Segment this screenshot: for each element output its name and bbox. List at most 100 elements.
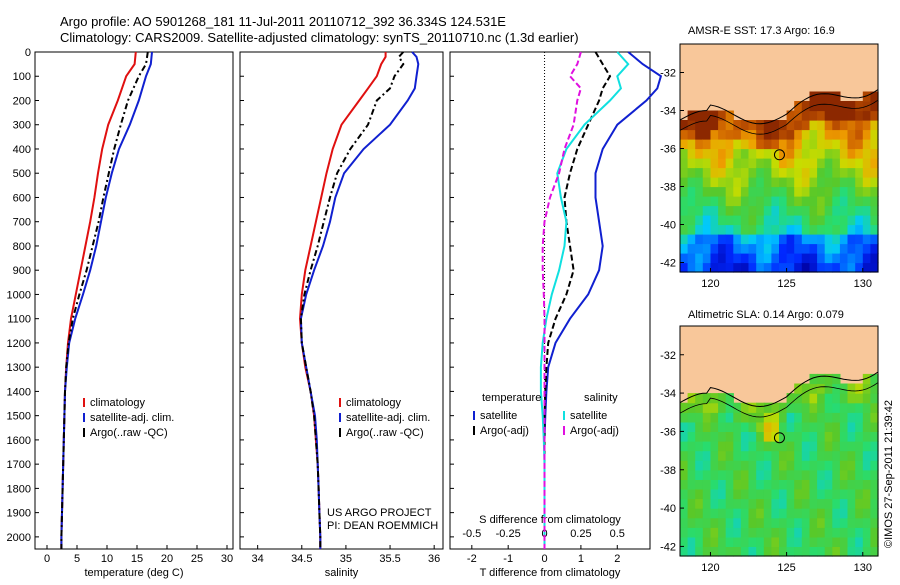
grid-cell (710, 158, 719, 169)
x-tick-label: 125 (777, 278, 795, 290)
grid-cell (809, 536, 818, 547)
credit-line-1: US ARGO PROJECT (327, 507, 432, 519)
grid-cell (680, 129, 689, 140)
grid-cell (718, 546, 727, 557)
grid-cell (786, 460, 795, 471)
grid-cell (695, 479, 704, 490)
grid-cell (748, 186, 757, 197)
grid-cell (862, 460, 871, 471)
grid-cell (725, 110, 734, 121)
grid-cell (718, 450, 727, 461)
grid-cell (763, 421, 772, 432)
grid-cell (862, 450, 871, 461)
grid-cell (756, 441, 765, 452)
grid-cell (733, 196, 742, 207)
grid-cell (733, 139, 742, 150)
x-tick-label-salinity: 0.25 (570, 528, 591, 540)
grid-cell (847, 101, 856, 112)
grid-cell (702, 196, 711, 207)
grid-cell (839, 120, 849, 131)
grid-cell (786, 546, 795, 557)
grid-cell (855, 498, 864, 509)
grid-cell (862, 262, 871, 273)
grid-cell (794, 186, 803, 197)
grid-cell (680, 148, 689, 159)
grid-cell (695, 469, 704, 480)
grid-cell (771, 412, 780, 423)
grid-cell (779, 402, 788, 413)
grid-cell (687, 234, 696, 245)
grid-cell (718, 393, 727, 404)
x-tick-label-salinity: 0.5 (610, 528, 625, 540)
grid-cell (740, 177, 750, 188)
grid-cell (710, 402, 719, 413)
grid-cell (839, 479, 849, 490)
grid-cell (740, 546, 750, 557)
grid-cell (725, 253, 734, 264)
grid-cell (695, 421, 704, 432)
grid-cell (687, 139, 696, 150)
grid-cell (733, 488, 742, 500)
grid-cell (718, 498, 727, 509)
grid-cell (855, 383, 864, 394)
grid-cell (763, 498, 772, 509)
grid-cell (801, 383, 810, 394)
grid-cell (862, 215, 871, 226)
grid-cell (756, 243, 765, 254)
grid-cell (771, 479, 780, 490)
grid-cell (771, 488, 780, 500)
grid-cell (794, 129, 803, 140)
grid-cell (687, 205, 696, 216)
grid-cell (786, 205, 795, 216)
grid-cell (740, 158, 750, 169)
grid-cell (855, 421, 864, 432)
grid-cell (702, 224, 711, 235)
x-tick-label: 34 (252, 553, 264, 565)
grid-cell (702, 110, 711, 121)
grid-cell (832, 139, 841, 150)
grid-cell (832, 373, 841, 385)
grid-cell (794, 101, 803, 112)
grid-cell (824, 120, 833, 131)
grid-cell (779, 196, 788, 207)
grid-cell (862, 469, 871, 480)
grid-cell (702, 431, 711, 442)
grid-cell (847, 508, 856, 519)
grid-cell (824, 402, 833, 413)
grid-cell (702, 393, 711, 404)
grid-cell (733, 148, 742, 159)
grid-cell (847, 215, 856, 226)
grid-cell (740, 262, 750, 273)
grid-cell (801, 234, 810, 245)
grid-cell (710, 234, 719, 245)
grid-cell (839, 215, 849, 226)
y-tick-label: 500 (13, 168, 31, 180)
shelf-contour (679, 382, 879, 418)
grid-cell (817, 508, 826, 519)
y-tick-label: 1900 (7, 508, 31, 520)
grid-cell (718, 120, 727, 131)
grid-cell (718, 243, 727, 254)
grid-cell (756, 527, 765, 538)
grid-cell (809, 441, 818, 452)
grid-cell (748, 224, 757, 235)
grid-cell (839, 186, 849, 197)
grid-cell (862, 243, 871, 254)
grid-cell (733, 450, 742, 461)
grid-cell (832, 479, 841, 490)
grid-cell (870, 412, 879, 423)
grid-cell (862, 120, 871, 131)
grid-cell (862, 488, 871, 500)
series-line-salinity-argo-adj- (541, 51, 583, 549)
grid-cell (839, 546, 849, 557)
grid-cell (847, 498, 856, 509)
grid-cell (748, 546, 757, 557)
grid-cell (870, 148, 879, 159)
grid-cell (733, 262, 742, 273)
grid-cell (786, 498, 795, 509)
grid-cell (763, 469, 772, 480)
grid-cell (740, 412, 750, 423)
grid-cell (817, 129, 826, 140)
grid-cell (718, 215, 727, 226)
grid-cell (870, 393, 879, 404)
